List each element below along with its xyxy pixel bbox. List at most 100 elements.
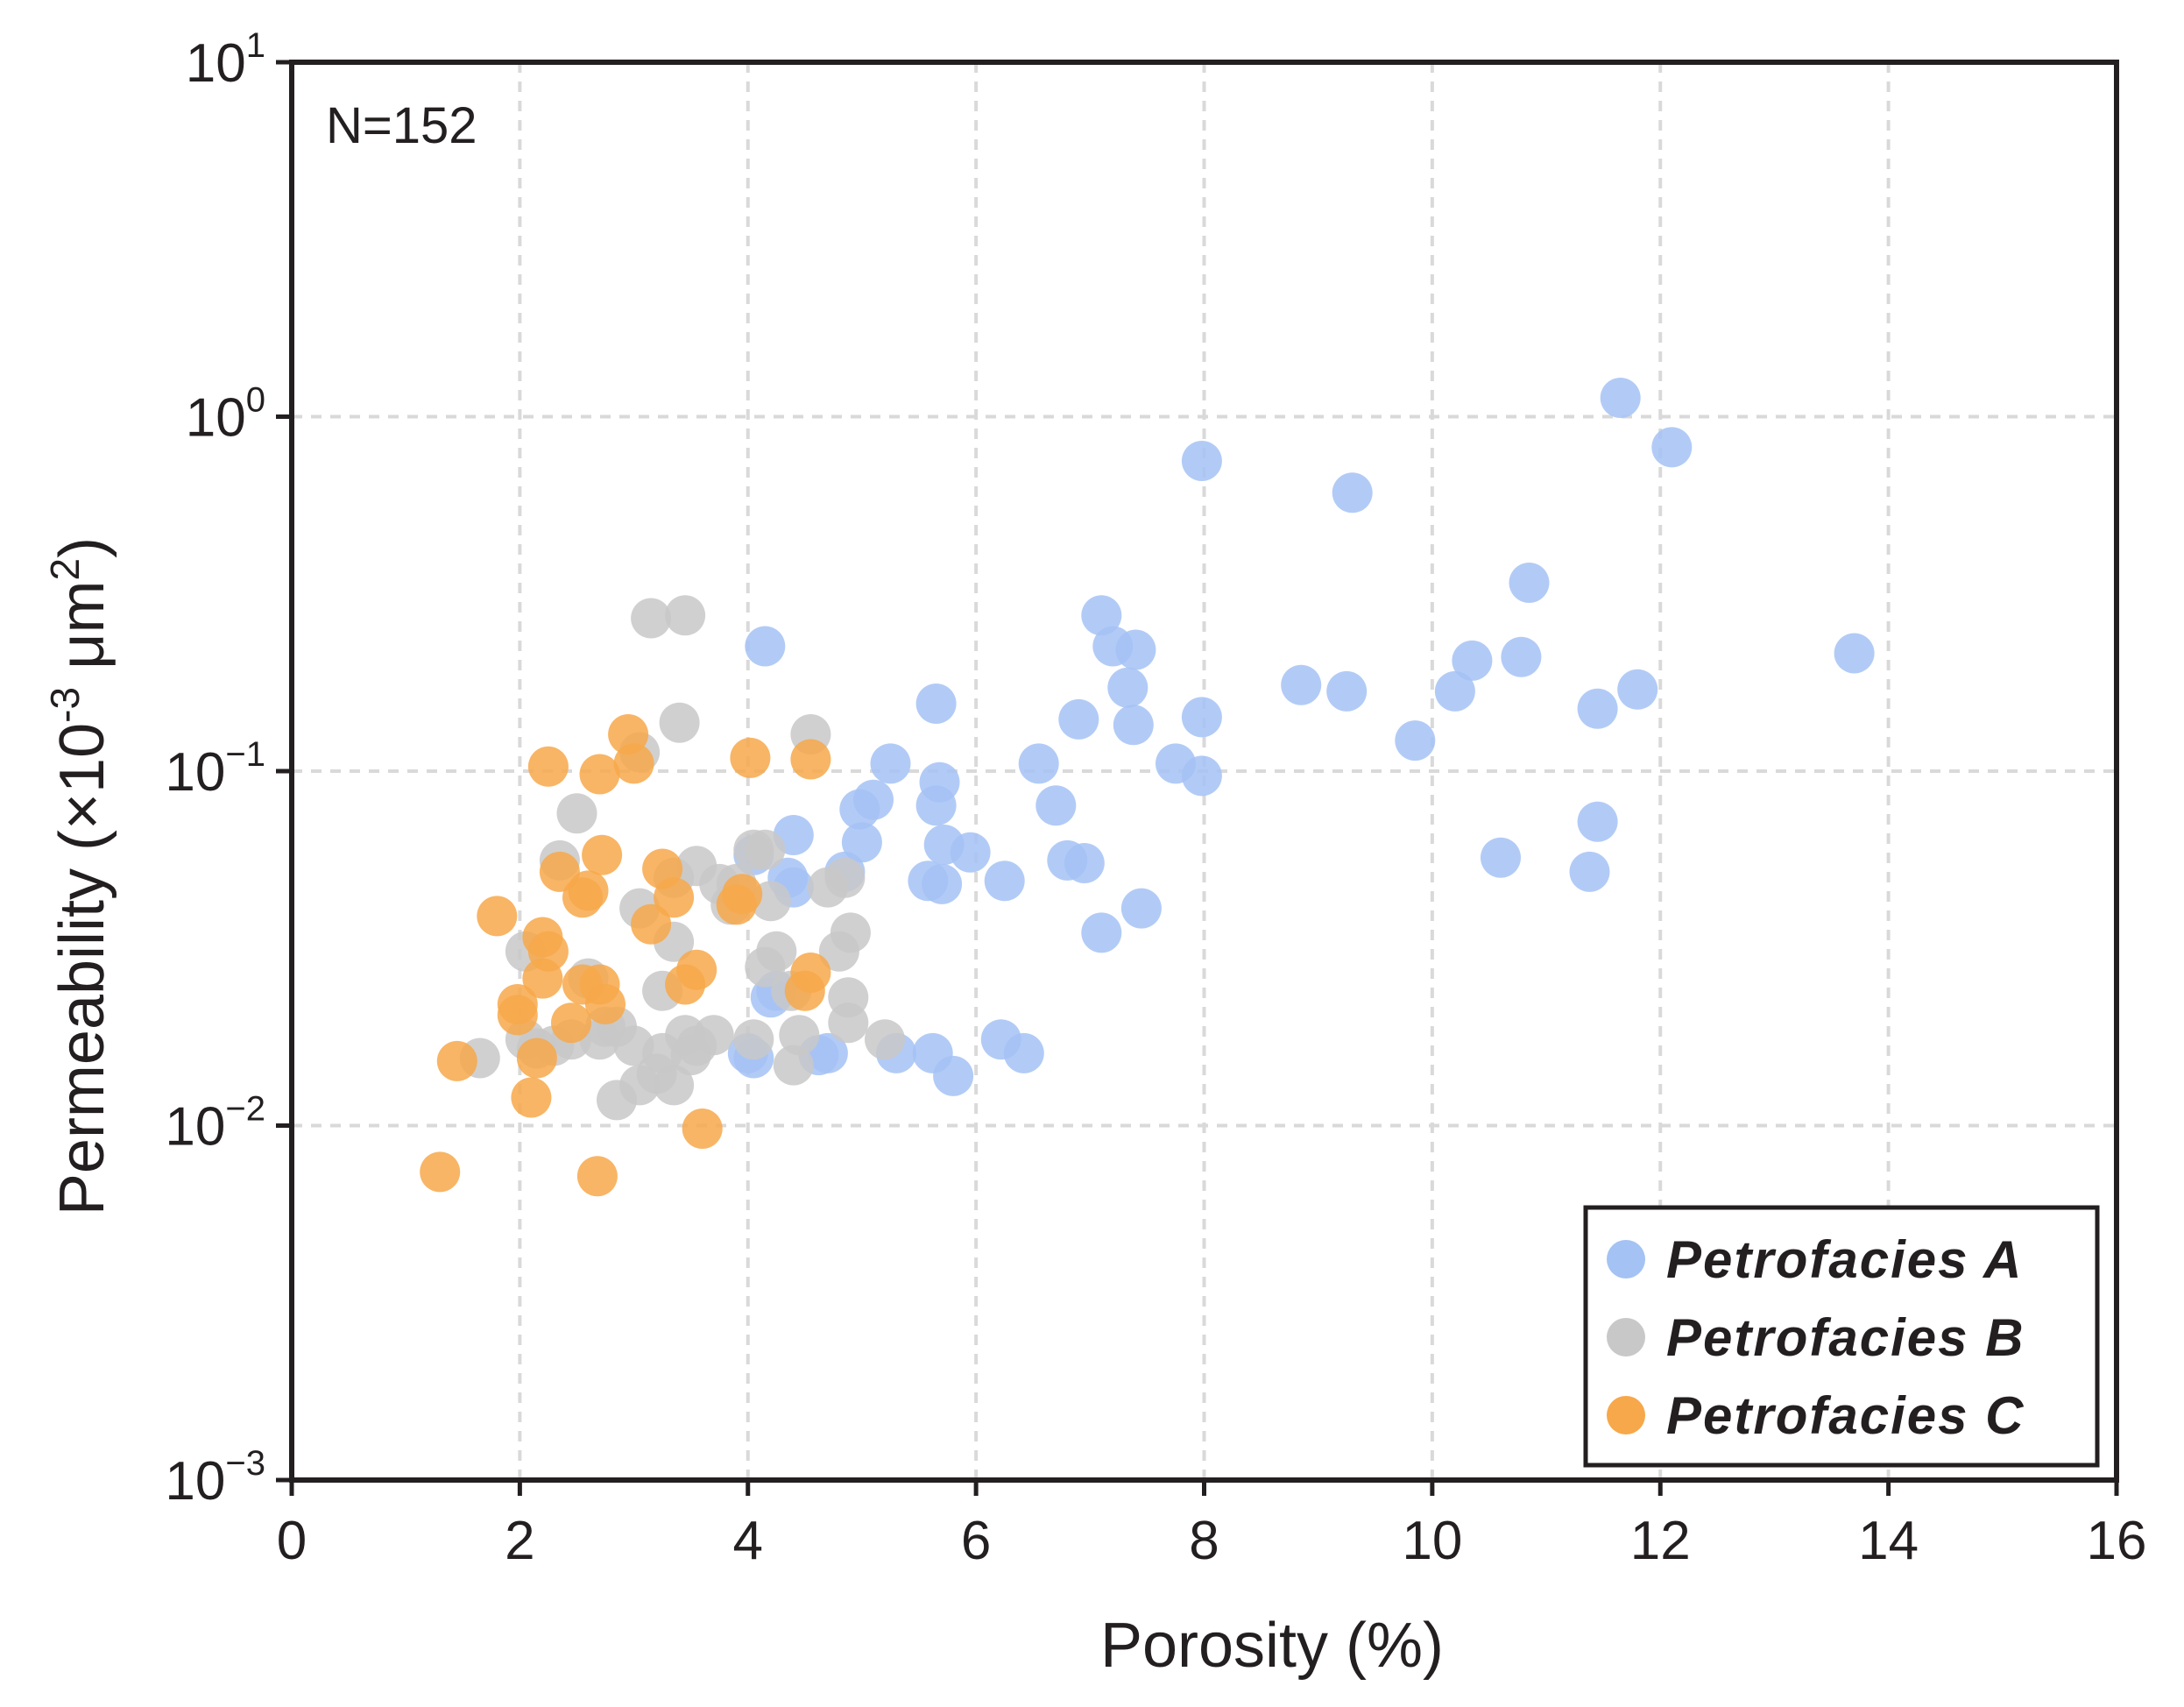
data-point: [1115, 629, 1156, 670]
data-point: [420, 1151, 461, 1193]
x-tick-label: 4: [733, 1511, 763, 1571]
y-axis-title-unit: μm: [47, 580, 117, 686]
legend-label-petrofacies-c: Petrofacies C: [1666, 1386, 2025, 1445]
x-tick-label: 12: [1630, 1511, 1691, 1571]
data-point: [1577, 801, 1618, 842]
y-axis-title: Permeability (×10-3 μm2): [42, 537, 117, 1215]
data-point: [511, 1077, 552, 1118]
x-tick-label: 14: [1858, 1511, 1919, 1571]
y-axis-title-unit-exponent: 2: [42, 558, 88, 581]
data-point: [1018, 743, 1059, 784]
legend-label-petrofacies-b: Petrofacies B: [1666, 1308, 2025, 1367]
data-point: [1617, 669, 1658, 710]
data-point: [1834, 633, 1875, 674]
data-point: [933, 1055, 974, 1096]
data-point: [539, 851, 580, 892]
legend-box: [1583, 1205, 2100, 1468]
legend-marker-petrofacies-a: [1607, 1240, 1645, 1278]
data-point: [527, 746, 569, 787]
data-point: [828, 1002, 869, 1044]
data-point: [950, 832, 991, 873]
data-point: [1058, 698, 1099, 740]
legend-label-petrofacies-a: Petrofacies A: [1666, 1230, 2023, 1289]
data-point: [1107, 667, 1149, 708]
data-point: [522, 958, 563, 999]
data-point: [556, 793, 597, 834]
data-point: [665, 964, 706, 1005]
data-point: [654, 1065, 695, 1106]
legend: Petrofacies A Petrofacies B Petrofacies …: [1583, 1205, 2100, 1468]
data-point: [841, 822, 882, 863]
x-tick-label: 8: [1189, 1511, 1219, 1571]
data-point: [436, 1040, 477, 1081]
data-point: [745, 946, 786, 988]
x-tick-label: 0: [277, 1511, 307, 1571]
data-point: [865, 1019, 905, 1060]
data-point: [1081, 595, 1122, 636]
data-point: [716, 884, 757, 925]
y-tick-label: 101: [186, 26, 265, 94]
y-axis-title-exponent: -3: [42, 687, 88, 723]
data-point: [1003, 1032, 1044, 1073]
data-point: [1120, 888, 1162, 929]
data-point: [497, 995, 538, 1036]
data-points: [420, 378, 1875, 1197]
data-point: [562, 877, 603, 918]
data-point: [779, 1015, 820, 1056]
data-point: [582, 834, 623, 875]
sample-count-annotation: N=152: [326, 97, 477, 154]
data-point: [1113, 705, 1154, 746]
data-point: [1064, 843, 1105, 883]
data-point: [654, 877, 695, 918]
data-point: [579, 754, 620, 795]
data-point: [733, 1019, 774, 1060]
x-tick-label: 6: [961, 1511, 991, 1571]
data-point: [1569, 851, 1610, 892]
data-point: [551, 1002, 591, 1044]
data-point: [631, 598, 672, 639]
data-point: [631, 903, 672, 945]
x-axis-title: Porosity (%): [1100, 1611, 1444, 1681]
data-point: [1281, 664, 1322, 705]
legend-marker-petrofacies-b: [1607, 1318, 1645, 1356]
data-point: [597, 1080, 637, 1121]
data-point: [1081, 912, 1122, 953]
data-point: [682, 1108, 723, 1149]
data-point: [1651, 427, 1693, 468]
x-tick-label: 2: [505, 1511, 534, 1571]
data-point: [1181, 755, 1222, 797]
data-point: [670, 1035, 711, 1076]
data-point: [477, 896, 518, 937]
data-point: [1509, 563, 1550, 603]
data-point: [818, 931, 859, 972]
series-petrofacies-a: [727, 378, 1875, 1096]
data-point: [1326, 670, 1368, 712]
y-axis-title-suffix: ): [47, 537, 117, 558]
x-tick-label: 16: [2087, 1511, 2147, 1571]
data-point: [1395, 720, 1436, 761]
data-point: [915, 684, 957, 724]
axis-ticks: 0 2 4 6 8 10 12 14 16 10−3 10−2 10−1 100 101: [165, 26, 2146, 1571]
data-point: [784, 970, 825, 1011]
data-point: [730, 737, 771, 778]
y-axis-title-prefix: Permeability (×10: [47, 723, 117, 1215]
data-point: [1481, 837, 1521, 878]
y-tick-label: 10−2: [165, 1090, 265, 1158]
y-tick-label: 10−3: [165, 1444, 265, 1512]
data-point: [1452, 640, 1493, 681]
data-point: [807, 1032, 848, 1073]
data-point: [1600, 378, 1641, 418]
data-point: [613, 743, 654, 784]
x-tick-label: 10: [1402, 1511, 1462, 1571]
data-point: [1434, 670, 1475, 712]
data-point: [1501, 636, 1542, 677]
data-point: [659, 702, 700, 743]
data-point: [585, 984, 626, 1024]
y-tick-label: 100: [186, 381, 265, 449]
legend-marker-petrofacies-c: [1607, 1396, 1645, 1434]
data-point: [790, 739, 831, 780]
data-point: [870, 743, 911, 784]
data-point: [516, 1038, 557, 1079]
series-petrofacies-c: [420, 714, 831, 1197]
